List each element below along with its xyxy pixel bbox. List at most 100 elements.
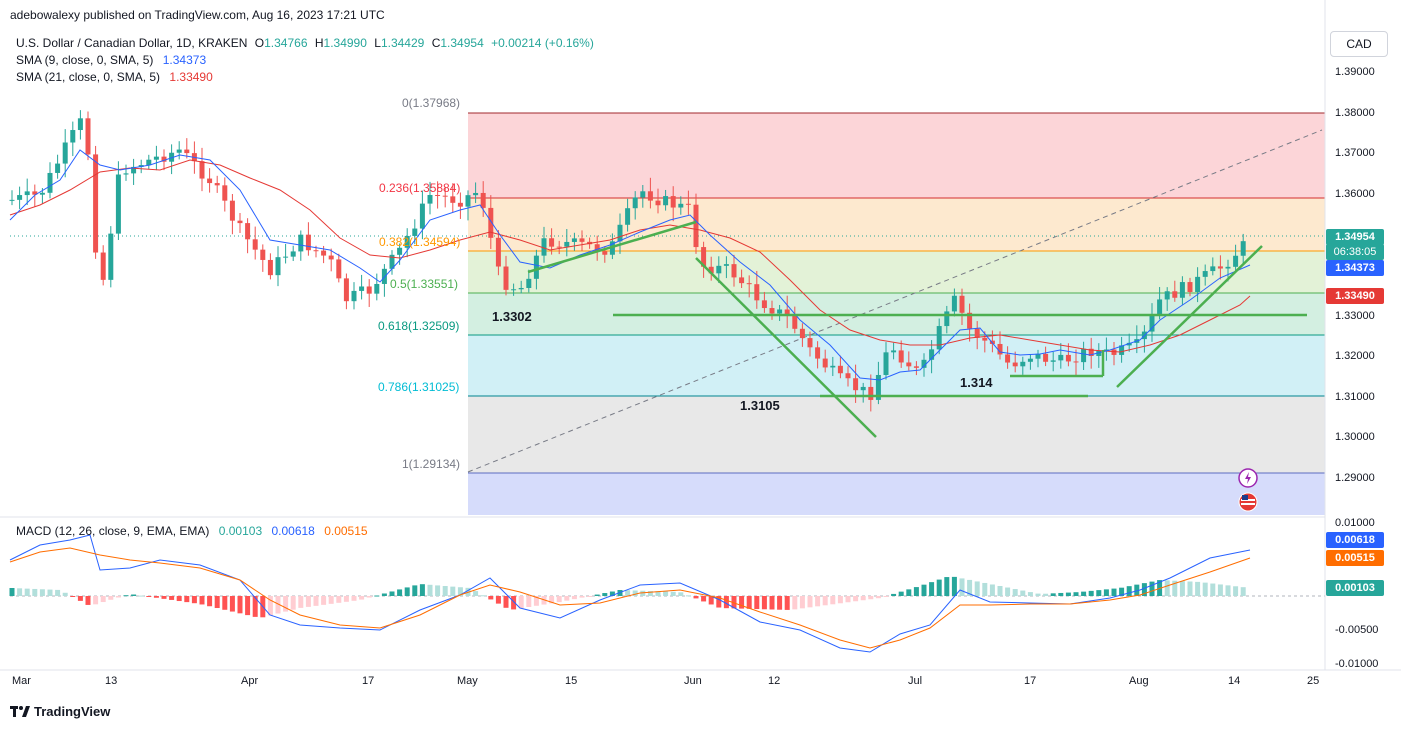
trendline-channel-top [527,220,697,274]
price-axis-label: 1.29000 [1335,472,1375,484]
macd-histogram-bar [807,596,813,608]
sma21-legend[interactable]: SMA (21, close, 0, SMA, 5) 1.33490 [16,70,213,84]
price-axis-label: 1.36000 [1335,188,1375,200]
macd-histogram-bar [723,596,729,609]
fib-zone-786-1 [468,396,1325,473]
macd-hist-value: 0.00103 [218,524,263,538]
macd-histogram-bar [731,596,737,609]
low-value: 1.34429 [380,36,425,50]
candle-body [419,203,425,229]
macd-histogram-bar [404,587,410,596]
macd-histogram-bar [1141,583,1147,596]
fib-label-618: 0.618(1.32509) [378,319,460,333]
macd-histogram-bar [1195,581,1201,596]
macd-histogram-bar [100,596,106,603]
candle-body [1020,361,1026,367]
candle-body [1225,266,1231,269]
macd-signal-tag: 0.00515 [1326,550,1384,566]
fib-label-786: 0.786(1.31025) [378,380,460,394]
candle-body [959,295,965,313]
candle-body [366,286,372,294]
candle-body [1058,354,1064,361]
candle-body [77,118,83,131]
sma21-line [9,159,1251,353]
candle-body [1233,255,1239,267]
macd-histogram-bar [1073,592,1079,596]
candle-body [647,191,653,201]
candle-body [746,283,752,285]
close-label: C [431,36,441,50]
time-axis-label: 25 [1307,675,1320,687]
tradingview-footer[interactable]: TradingView [10,704,110,719]
macd-histogram-bar [1081,591,1087,596]
macd-histogram-bar [997,586,1003,596]
candle-body [655,200,661,206]
macd-histogram-bar [982,582,988,596]
candle-body [62,142,68,164]
candle-body [131,166,137,174]
candle-body [997,343,1003,355]
candle-body [678,203,684,208]
macd-histogram-bar [131,594,137,596]
candle-body [1096,350,1102,356]
candle-body [1073,361,1079,363]
macd-histogram-bar [685,595,691,597]
sma9-legend[interactable]: SMA (9, close, 0, SMA, 5) 1.34373 [16,53,206,67]
macd-legend[interactable]: MACD (12, 26, close, 9, EMA, EMA) 0.0010… [16,524,368,538]
candle-body [541,238,547,256]
candle-body [625,208,631,225]
candle-body [328,255,334,260]
macd-histogram-bar [602,593,608,596]
macd-histogram-bar [412,585,418,596]
candle-body [1005,354,1011,363]
macd-histogram-bar [161,596,167,599]
macd-histogram-bar [1164,580,1170,596]
macd-histogram-bar [419,584,425,596]
candle-body [974,328,980,338]
macd-histogram-bar [343,596,349,602]
candle-body [731,264,737,278]
candle-body [1043,353,1049,362]
macd-histogram-bar [769,596,775,610]
macd-signal-value: 0.00515 [324,524,368,538]
macd-histogram-bar [488,596,494,600]
macd-histogram-bar [70,596,76,597]
open-value: 1.34766 [264,36,308,50]
candle-body [169,152,175,162]
macd-histogram-bar [678,592,684,596]
high-value: 1.34990 [323,36,367,50]
countdown-tag: 06:38:05 [1326,244,1384,260]
publisher-line: adebowalexy published on TradingView.com… [10,8,385,22]
currency-button[interactable]: CAD [1330,31,1388,57]
candle-body [1027,358,1033,362]
macd-histogram-bar [457,587,463,596]
macd-histogram-bar [1179,581,1185,596]
candle-body [153,156,159,160]
macd-line [9,534,1251,653]
close-value: 1.34954 [440,36,484,50]
candle-body [9,199,15,201]
macd-histogram-bar [625,590,631,596]
candle-body [457,202,463,207]
macd-histogram-bar [237,596,243,614]
candle-body [1088,348,1094,356]
macd-tag: 0.00618 [1326,532,1384,548]
macd-histogram-bar [837,596,843,604]
macd-histogram-bar [746,596,752,609]
fib-zone-618-786 [468,335,1325,396]
candle-body [708,266,714,274]
candle-body [412,228,418,236]
candle-body [93,154,99,253]
candle-body [868,386,874,400]
annotation-13105: 1.3105 [740,398,780,413]
macd-histogram-bar [511,596,517,610]
candle-body [875,374,881,400]
candle-body [39,192,45,195]
macd-histogram-bar [967,579,973,596]
macd-histogram-bar [883,596,889,597]
macd-histogram-bar [655,591,661,596]
macd-histogram-bar [169,596,175,600]
candle-body [222,185,228,201]
candle-body [549,238,555,247]
